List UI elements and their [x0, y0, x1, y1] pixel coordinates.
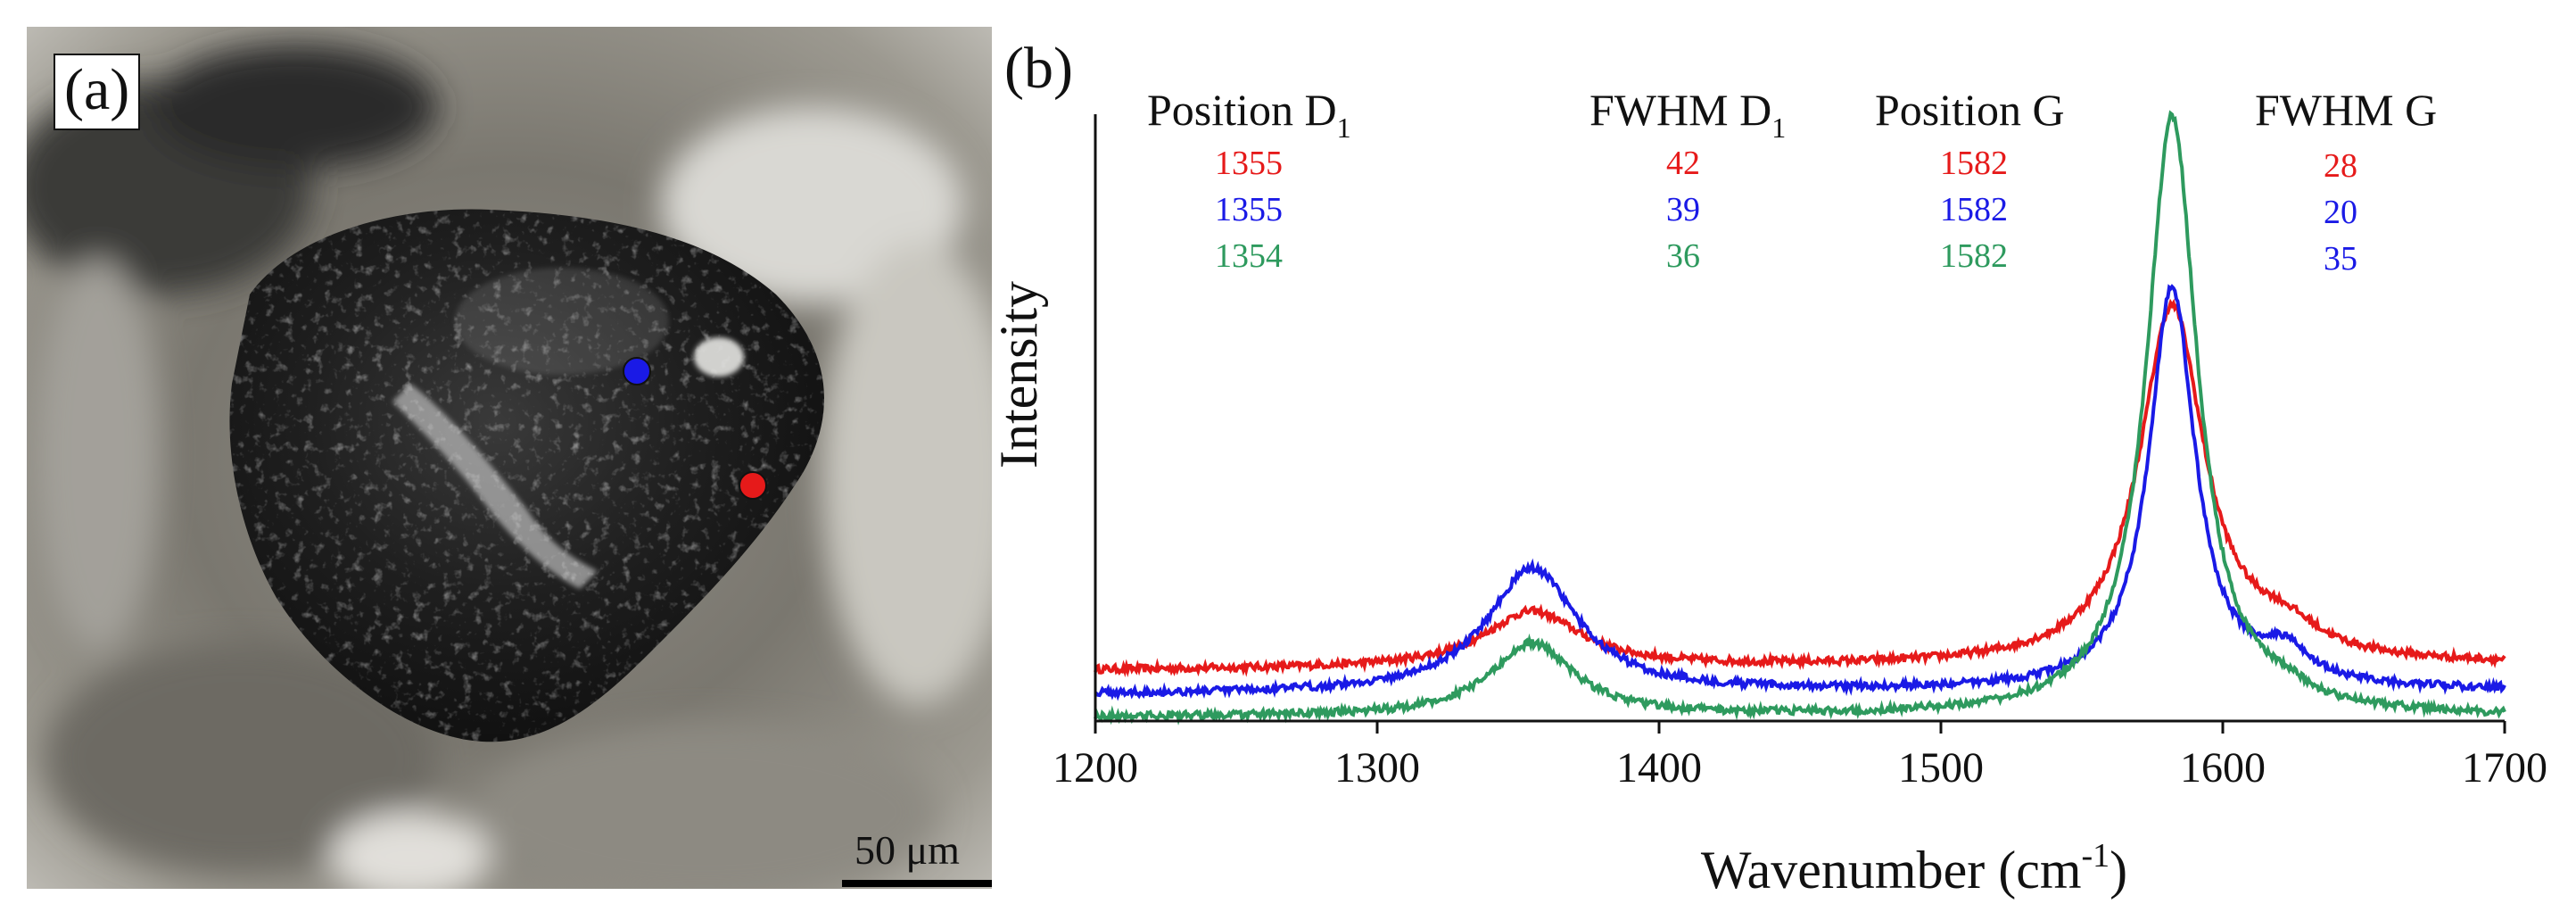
table-cell: 42: [1666, 145, 1700, 182]
series-line-blue: [1094, 284, 2506, 701]
table-cell: 1354: [1215, 237, 1283, 275]
series-line-red: [1094, 298, 2506, 678]
x-tick-label: 1300: [1334, 744, 1420, 792]
red-spot-marker: [739, 471, 767, 500]
table-cell: 39: [1666, 191, 1700, 228]
series-line-green: [1094, 110, 2506, 725]
table-cell: 1582: [1940, 145, 2008, 182]
x-tick-label: 1400: [1616, 744, 1702, 792]
results-table: Position D1 FWHM D1 Position G FWHM G 13…: [1147, 85, 2437, 278]
table-cell: 1355: [1215, 145, 1283, 182]
micrograph-panel: (a) 50 μm: [27, 27, 992, 889]
header-position-d1: Position D1: [1147, 85, 1351, 144]
table-cell: 1582: [1940, 191, 2008, 228]
panel-a-label: (a): [54, 54, 141, 130]
blue-spot-marker: [623, 357, 651, 386]
scale-bar: [842, 880, 992, 887]
panel-b-label: (b): [1004, 36, 1073, 101]
spectrum-series: [1094, 110, 2506, 725]
y-axis-title: Intensity: [992, 281, 1048, 468]
table-cell: 36: [1666, 237, 1700, 275]
header-position-g: Position G: [1875, 85, 2065, 135]
table-cell: 1582: [1940, 237, 2008, 275]
x-tick-label: 1500: [1898, 744, 1984, 792]
table-cell: 20: [2324, 194, 2357, 231]
x-tick-label: 1700: [2462, 744, 2547, 792]
table-cell: 35: [2324, 240, 2357, 278]
raman-spectrum-chart: (b) Position D1 FWHM D1 Position G FWHM …: [992, 36, 2547, 900]
header-fwhm-d1: FWHM D1: [1589, 85, 1786, 144]
x-tick-label: 1600: [2180, 744, 2266, 792]
scale-bar-label: 50 μm: [855, 827, 960, 873]
micrograph-image: [27, 27, 992, 889]
x-axis-title: Wavenumber (cm-1): [1701, 837, 2127, 900]
table-cell: 28: [2324, 147, 2357, 185]
x-axis: 1200 1300 1400 1500 1600 1700: [1053, 114, 2547, 792]
x-tick-label: 1200: [1053, 744, 1138, 792]
table-cell: 1355: [1215, 191, 1283, 228]
header-fwhm-g: FWHM G: [2255, 85, 2437, 135]
